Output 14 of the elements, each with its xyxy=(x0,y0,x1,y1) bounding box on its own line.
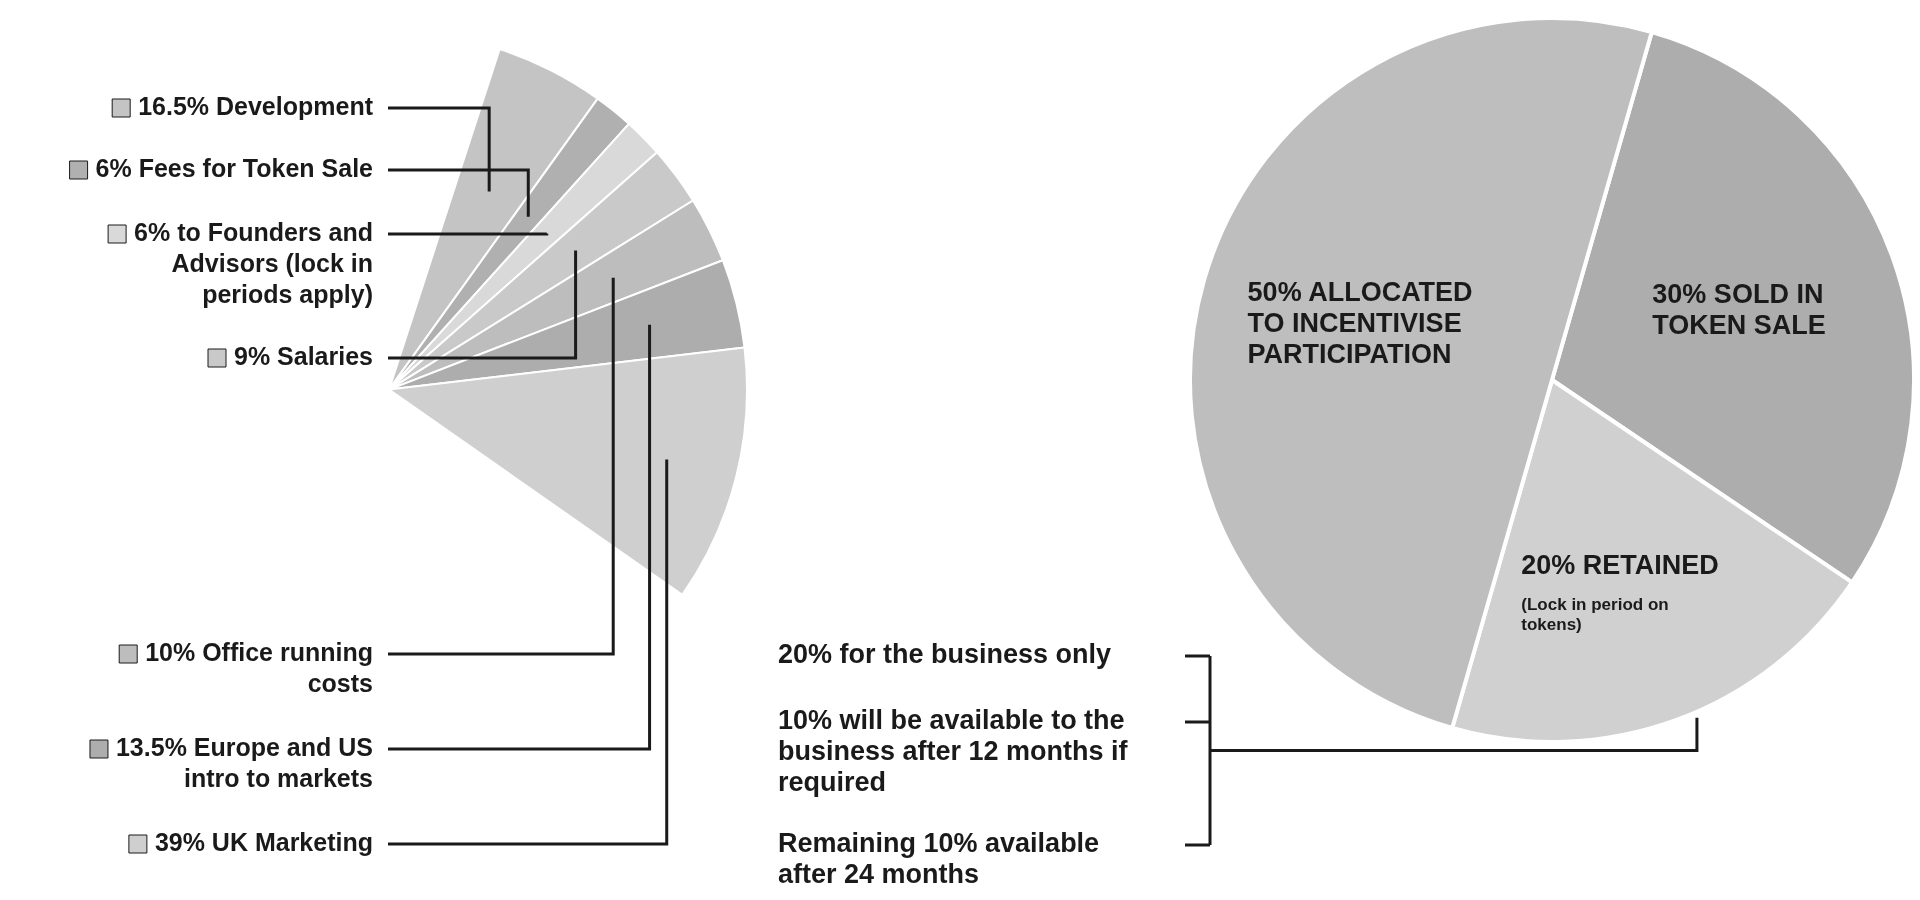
legend-label: 9% Salaries xyxy=(234,341,373,370)
text: Remaining 10% available after 24 months xyxy=(778,828,1100,890)
slice-label: 30% SOLD IN TOKEN SALE xyxy=(1652,279,1826,341)
legend-label: 10% Office running costs xyxy=(145,637,373,697)
slice-label: 50% ALLOCATED TO INCENTIVISE PARTICIPATION xyxy=(1247,277,1473,370)
legend-label: 6% Fees for Token Sale xyxy=(95,153,374,182)
text: 10% will be available to the business after 12 months if required xyxy=(778,705,1129,798)
legend-label: 13.5% Europe and US intro to markets xyxy=(115,732,373,792)
legend-label: 39% UK Marketing xyxy=(154,827,373,856)
text: 20% for the business only xyxy=(778,639,1112,670)
legend-label: 6% to Founders and Advisors (lock in periods apply) xyxy=(134,217,373,308)
slice-label: 20% RETAINED xyxy=(1521,550,1719,581)
legend-label: 16.5% Development xyxy=(138,91,374,120)
text: (Lock in period on tokens) xyxy=(1521,595,1669,635)
